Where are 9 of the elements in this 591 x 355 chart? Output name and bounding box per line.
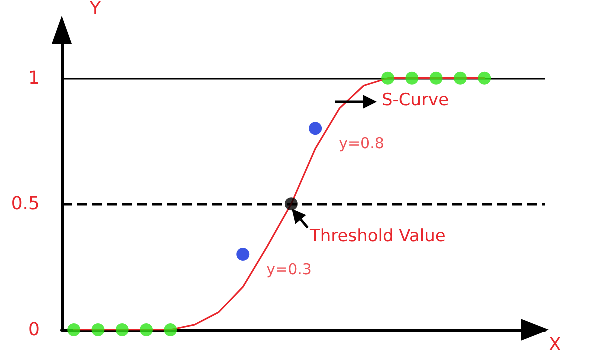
data-label: y=0.8 — [339, 134, 384, 153]
data-label: y=0.3 — [266, 260, 312, 278]
annotation: Threshold Value — [309, 226, 446, 246]
y-tick-label: 1 — [28, 68, 40, 89]
y-tick-label: 0 — [28, 320, 40, 340]
y-tick-label: 0.5 — [11, 194, 40, 215]
x-axis-title: X — [549, 334, 562, 355]
annotation: S-Curve — [382, 90, 450, 110]
y-axis-title: Y — [89, 0, 102, 20]
